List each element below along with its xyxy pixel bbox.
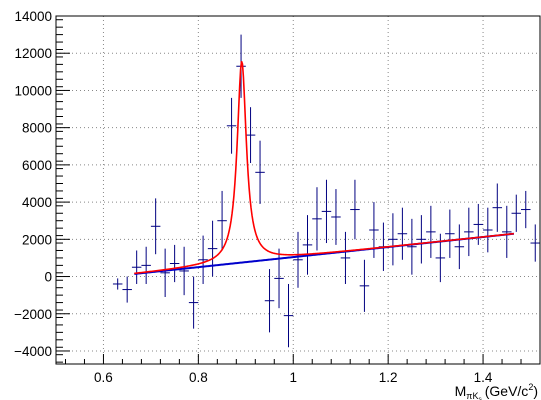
data-point	[141, 246, 151, 284]
data-point	[407, 218, 417, 275]
data-point	[255, 140, 265, 204]
data-point	[160, 248, 170, 298]
x-tick-label: 1	[289, 370, 297, 385]
data-point	[454, 224, 465, 270]
data-point	[302, 215, 313, 275]
data-point	[112, 278, 123, 290]
x-axis-title-subsubscript: s	[478, 396, 482, 400]
data-point	[217, 190, 227, 251]
data-point	[502, 205, 512, 258]
data-point	[283, 283, 294, 348]
data-point	[245, 107, 256, 164]
x-tick-label: 1.4	[474, 370, 493, 385]
data-point	[397, 207, 408, 260]
data-point	[226, 97, 237, 154]
x-axis-title-subscript: πK	[466, 391, 478, 400]
y-tick-label: 2000	[22, 232, 52, 247]
data-point	[340, 231, 351, 284]
y-tick-label: 0	[44, 270, 52, 285]
x-tick-label: 0.6	[94, 370, 113, 385]
data-point	[150, 198, 161, 255]
data-point	[530, 224, 540, 262]
data-point	[426, 205, 436, 258]
data-point	[169, 244, 180, 283]
data-point	[264, 269, 275, 333]
x-axis-title-unit: (GeV/c	[485, 383, 529, 399]
x-tick-label: 0.8	[189, 370, 208, 385]
tick-labels: 0.6 0.8 1 1.2 1.4 −4000 −2000 0 2000 4000 6000 8000…	[14, 9, 493, 385]
data-point	[312, 187, 322, 251]
data-point	[331, 189, 341, 245]
y-tick-label: 4000	[22, 195, 52, 210]
data-point	[483, 207, 493, 253]
y-tick-label: −2000	[14, 307, 52, 322]
data-point	[445, 209, 455, 258]
data-point	[416, 215, 427, 264]
data-point	[321, 179, 332, 244]
y-tick-label: 8000	[22, 121, 52, 136]
x-tick-label: 1.2	[379, 370, 398, 385]
data-point	[131, 250, 142, 284]
data-point	[122, 276, 132, 303]
data-point	[492, 183, 503, 232]
x-axis-title-unit-close: )	[533, 383, 538, 399]
plot-frame	[55, 15, 541, 365]
data-point	[388, 213, 398, 266]
data-point	[207, 220, 218, 277]
data-point	[511, 194, 522, 232]
data-point	[359, 259, 370, 312]
data-point	[293, 231, 303, 288]
x-axis-title: MπKs(GeV/c2)	[455, 382, 538, 400]
data-point	[350, 179, 360, 240]
data-point	[188, 276, 199, 329]
y-tick-label: 6000	[22, 158, 52, 173]
y-tick-label: 12000	[14, 46, 52, 61]
data-point	[521, 190, 531, 229]
total-fit-curve	[134, 60, 514, 275]
y-tick-label: −4000	[14, 344, 52, 359]
y-tick-label: 14000	[14, 9, 52, 24]
data-point	[179, 246, 189, 296]
data-point	[198, 235, 208, 284]
x-axis-title-unit-superscript: 2	[528, 382, 533, 392]
data-point	[464, 207, 474, 257]
x-axis-title-main: M	[455, 383, 467, 399]
fit-curves	[134, 60, 515, 275]
y-tick-label: 10000	[14, 83, 52, 98]
